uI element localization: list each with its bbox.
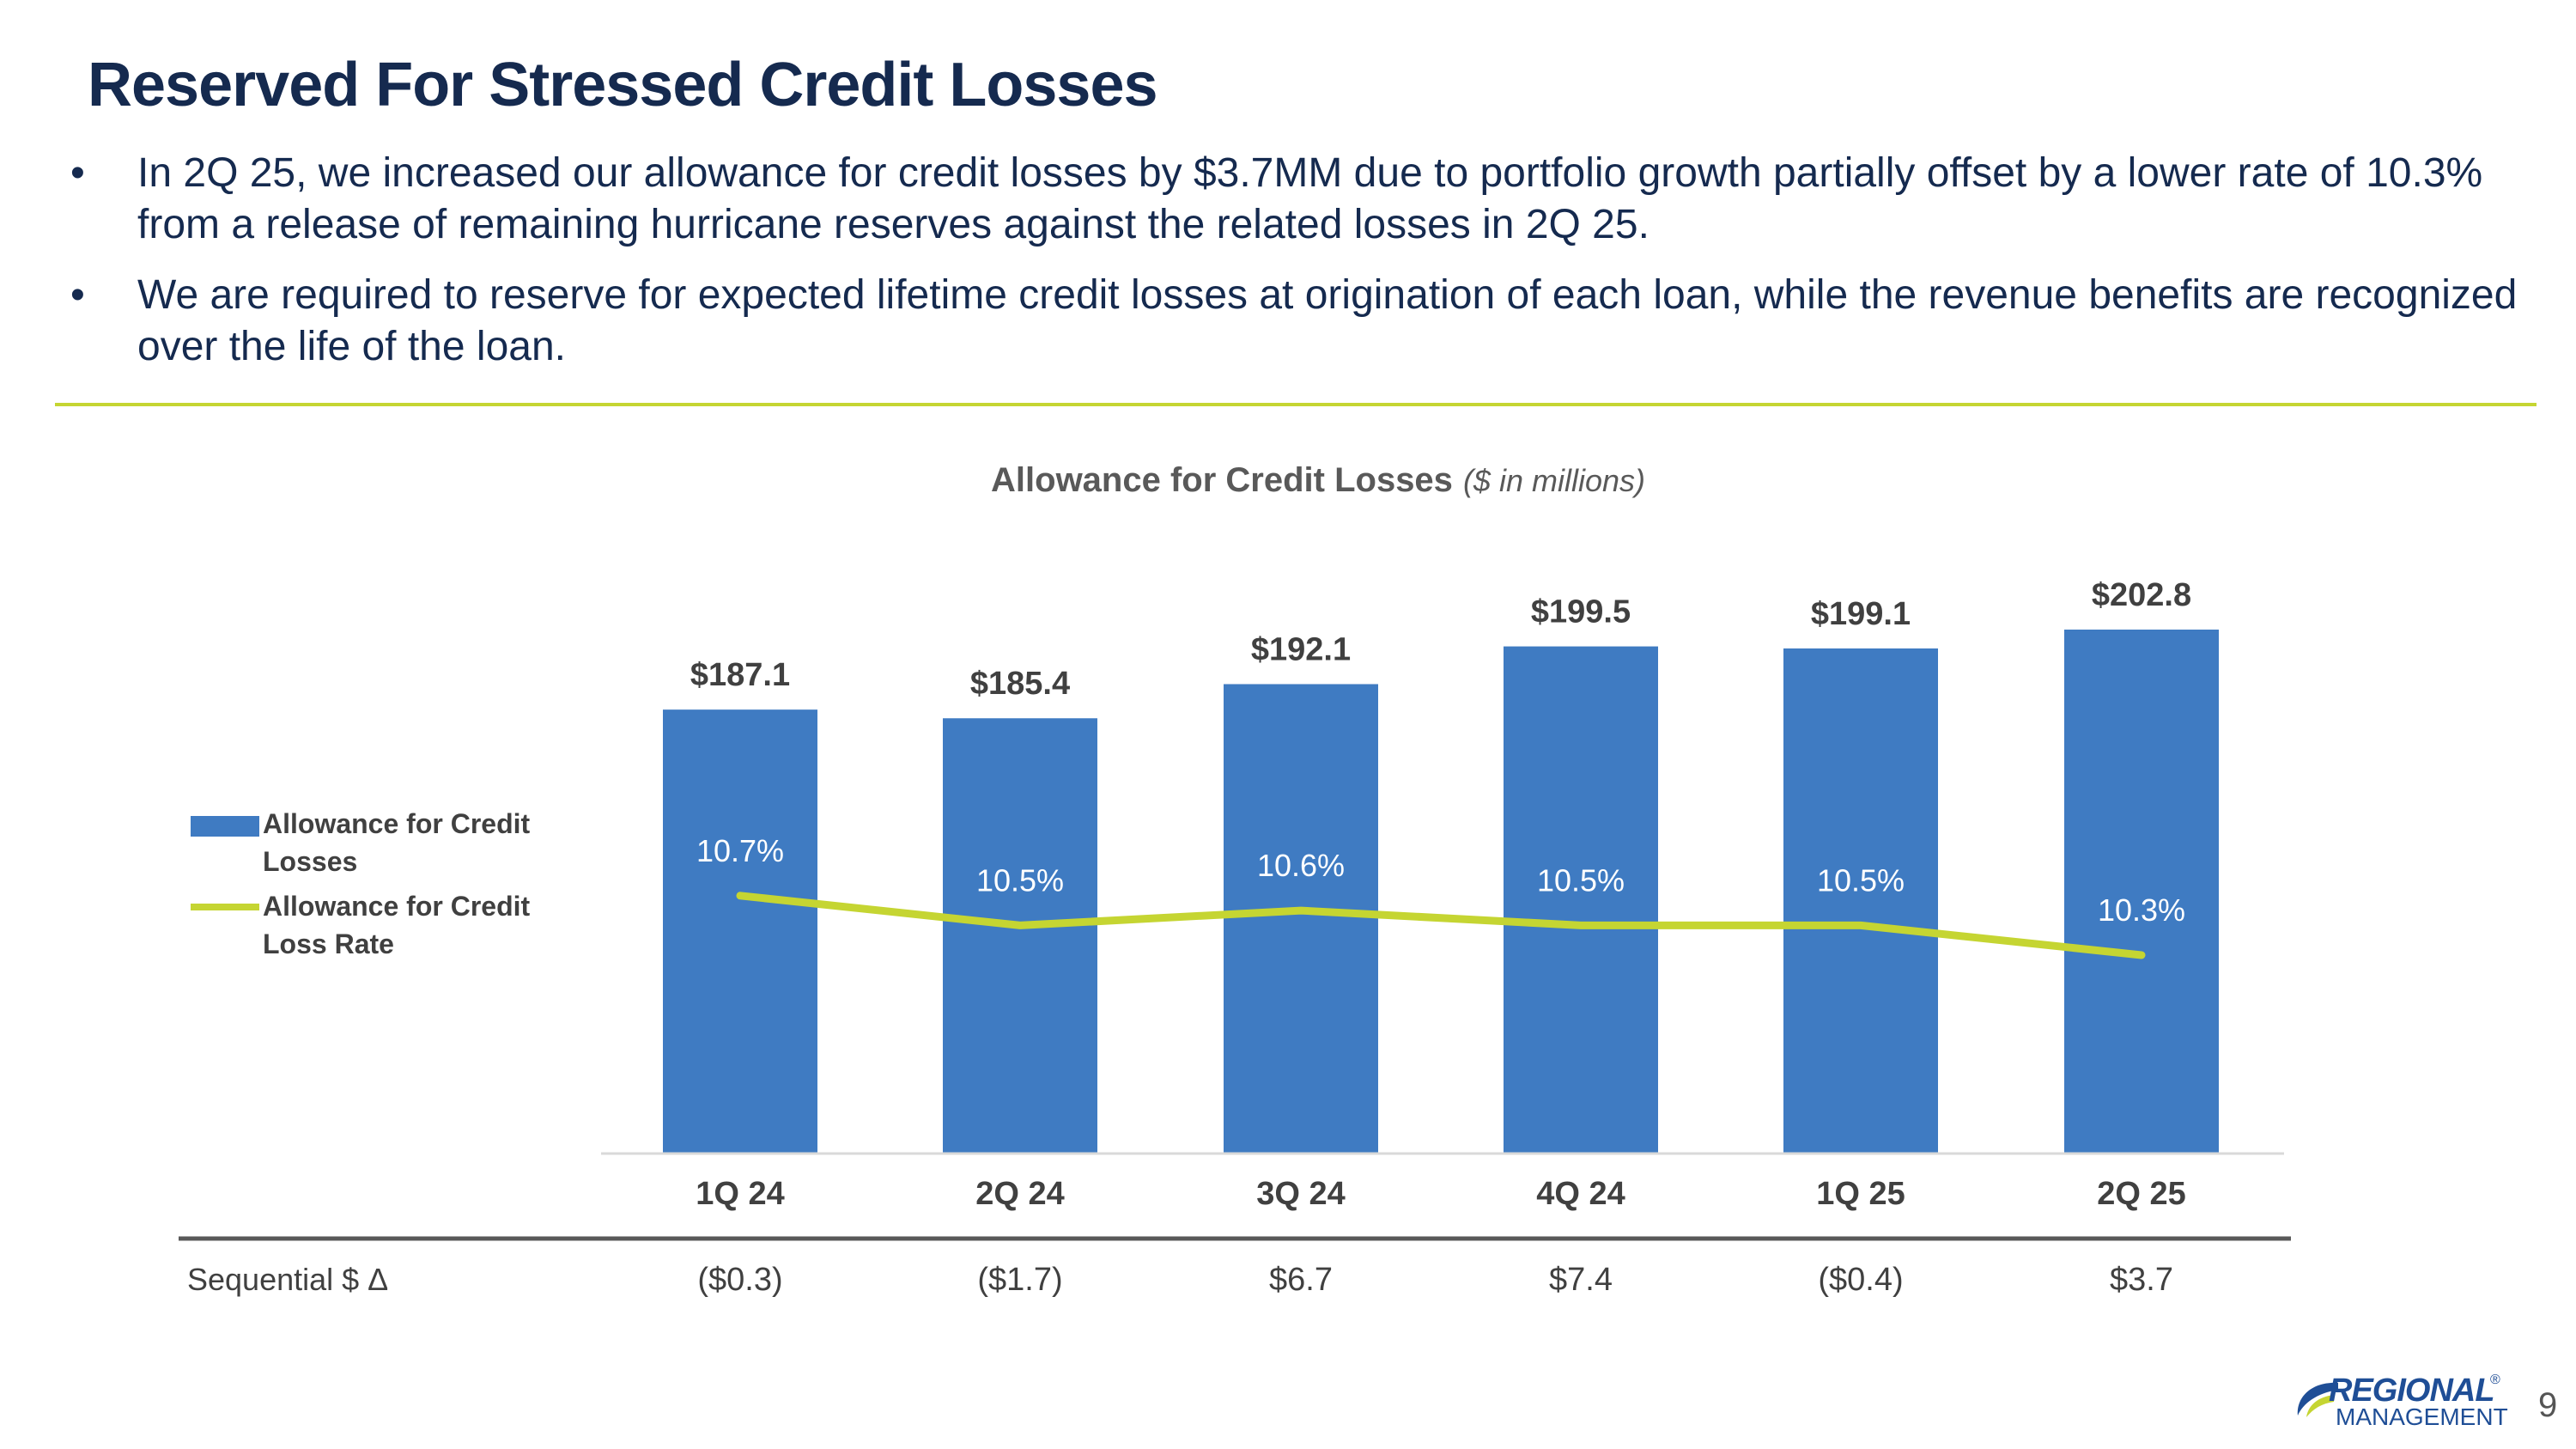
rate-label: 10.5%	[1817, 862, 1905, 898]
bar-2q-24	[943, 718, 1097, 1154]
x-tick-label: 3Q 24	[1256, 1176, 1346, 1212]
x-tick-label: 1Q 25	[1816, 1176, 1905, 1212]
bar-3q-24	[1224, 684, 1378, 1154]
legend-label-rate: Allowance for Credit Loss Rate	[263, 891, 538, 959]
sequential-value: $6.7	[1269, 1262, 1333, 1298]
bullet-list: • In 2Q 25, we increased our allowance f…	[70, 148, 2526, 392]
rate-point	[1579, 923, 1583, 928]
x-tick-label: 4Q 24	[1536, 1176, 1625, 1212]
bar-2q-25	[2064, 630, 2219, 1154]
bar-value-label: $185.4	[970, 666, 1070, 702]
chart-legend: Allowance for Credit Losses Allowance fo…	[191, 808, 538, 959]
sequential-value: ($0.3)	[697, 1262, 782, 1298]
bar-value-label: $187.1	[690, 657, 790, 693]
rate-point	[1018, 923, 1022, 928]
bar-4q-24	[1504, 646, 1658, 1154]
x-tick-label: 1Q 24	[696, 1176, 785, 1212]
bar-value-label: $199.1	[1811, 596, 1911, 632]
bar-value-label: $199.5	[1531, 594, 1631, 630]
rate-label: 10.5%	[1537, 862, 1625, 898]
logo-word-regional: REGIONAL	[2329, 1373, 2495, 1409]
legend-label-allowance: Allowance for Credit Losses	[263, 808, 538, 877]
rate-point	[1299, 909, 1303, 913]
bar-value-label: $202.8	[2092, 577, 2191, 613]
rate-label: 10.6%	[1257, 848, 1345, 883]
regional-management-logo: REGIONAL ® MANAGEMENT	[2291, 1373, 2514, 1431]
sequential-row-label: Sequential $ Δ	[187, 1262, 388, 1297]
x-tick-label: 2Q 25	[2097, 1176, 2186, 1212]
bullet-text: In 2Q 25, we increased our allowance for…	[137, 150, 2483, 247]
logo-swoosh-icon	[2297, 1382, 2338, 1417]
bullet-dot-icon: •	[70, 150, 85, 196]
x-tick-label: 2Q 24	[975, 1176, 1065, 1212]
bullet-item: • We are required to reserve for expecte…	[70, 270, 2526, 373]
sequential-value: ($0.4)	[1818, 1262, 1903, 1298]
sequential-value: ($1.7)	[977, 1262, 1062, 1298]
sequential-value: $3.7	[2110, 1262, 2173, 1298]
chart-title: Allowance for Credit Losses ($ in million…	[991, 461, 1645, 499]
rate-label: 10.5%	[976, 862, 1064, 898]
bullet-item: • In 2Q 25, we increased our allowance f…	[70, 148, 2526, 251]
page-title: Reserved For Stressed Credit Losses	[88, 51, 1158, 119]
bar-1q-25	[1783, 648, 1938, 1154]
rate-label: 10.7%	[696, 833, 784, 868]
legend-bar-swatch	[191, 816, 259, 837]
rate-point	[2140, 953, 2143, 957]
bullet-dot-icon: •	[70, 272, 85, 318]
logo-word-management: MANAGEMENT	[2336, 1403, 2508, 1430]
rate-line	[736, 892, 2146, 959]
bar-value-label: $192.1	[1251, 631, 1351, 667]
bar-1q-24	[663, 709, 817, 1154]
page-number: 9	[2538, 1386, 2558, 1424]
rate-label: 10.3%	[2098, 892, 2185, 928]
rate-point	[1859, 923, 1862, 928]
bullet-text: We are required to reserve for expected …	[137, 272, 2518, 369]
rate-point	[738, 893, 742, 898]
section-divider	[55, 403, 2537, 406]
logo-registered-mark: ®	[2490, 1373, 2500, 1387]
sequential-value: $7.4	[1549, 1262, 1613, 1298]
